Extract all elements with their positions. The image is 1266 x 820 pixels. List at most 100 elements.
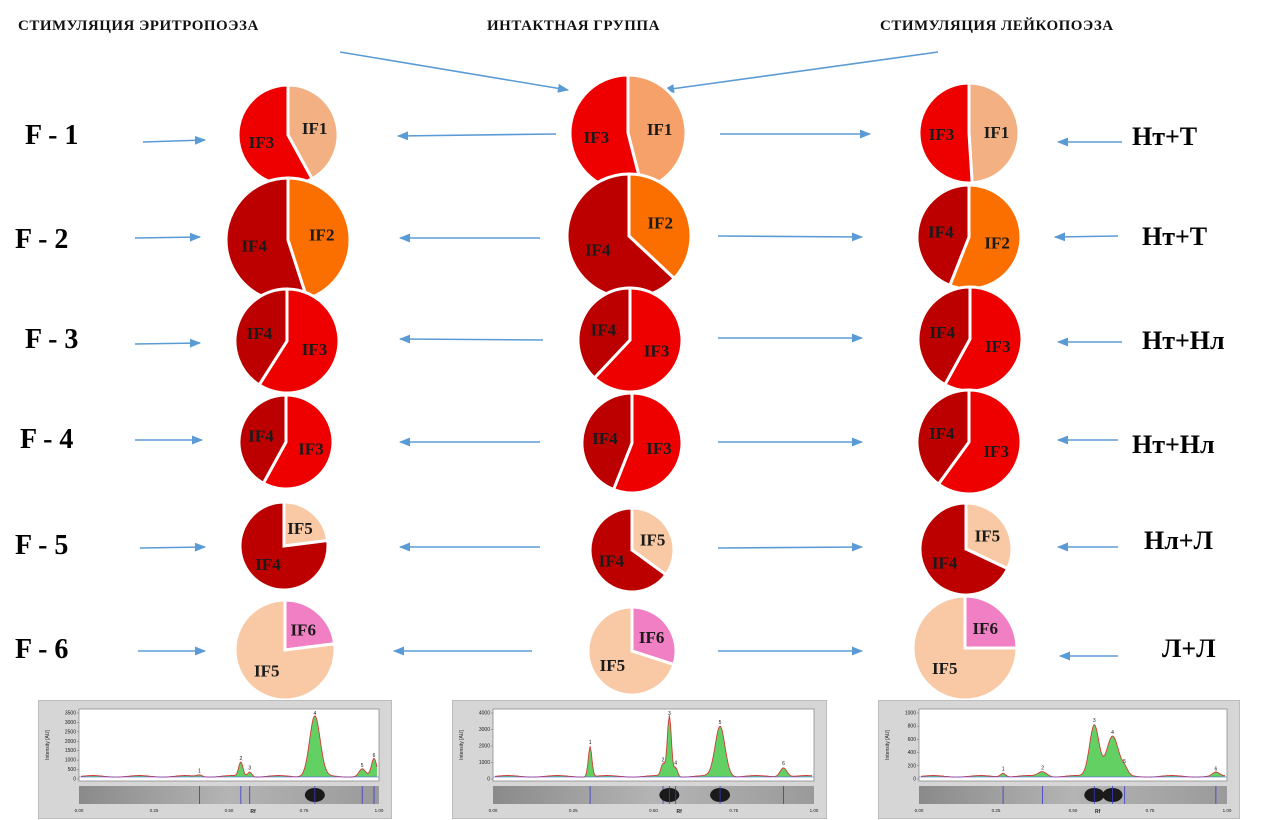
row-label-f2: F - 2	[15, 224, 69, 255]
peak-label: 6	[373, 753, 376, 759]
pie-label-if4: IF4	[248, 427, 274, 446]
pie-label-if4: IF4	[585, 241, 611, 260]
pie-f4-intact: IF3 IF4	[580, 391, 684, 495]
y-tick-label: 0	[73, 777, 76, 783]
arrow	[134, 338, 202, 348]
pie-label-if1: IF1	[647, 120, 673, 139]
pie-slice-if4	[915, 388, 971, 487]
x-tick-label: 0.00	[915, 808, 924, 813]
peak-label: 1	[1002, 767, 1005, 773]
pie-slice-if3	[257, 287, 341, 395]
pie-slice-if5	[586, 605, 676, 697]
densitogram-erythropoiesis: Intensity [AU] 3500 3000 2500 2000 1500 1000 50…	[38, 700, 392, 819]
pie-f1-intact: IF1 IF3	[568, 73, 688, 193]
pie-label-if5: IF5	[600, 656, 626, 675]
pie-slice-if4	[238, 500, 330, 592]
peak-label: 3	[1093, 718, 1096, 724]
plot-area	[492, 708, 815, 782]
peak-area	[81, 715, 377, 778]
peak-label: 6	[782, 761, 785, 767]
header-intact-group: ИНТАКТНАЯ ГРУППА	[487, 18, 660, 34]
y-tick-label: 2000	[65, 739, 76, 745]
y-tick-label: 0	[487, 777, 490, 783]
pie-slice-if5	[282, 500, 330, 548]
pie-f2-leuko: IF2 IF4	[915, 183, 1023, 291]
pie-f5-leuko: IF5 IF4	[918, 501, 1014, 597]
pie-label-if3: IF3	[298, 439, 324, 458]
formula-f3: Нт+Нл	[1142, 326, 1225, 355]
intensity-curve	[920, 724, 1226, 778]
arrow	[717, 542, 864, 552]
pie-label-if5: IF5	[287, 519, 313, 538]
pie-label-if3: IF3	[644, 342, 670, 361]
x-axis-label: Rf	[677, 809, 683, 815]
pie-slice-if2	[627, 172, 693, 281]
pie-slice-if4	[580, 391, 634, 492]
pie-slice-if4	[916, 285, 972, 387]
pie-slice-if3	[261, 393, 335, 491]
pie-slice-if4	[233, 287, 289, 387]
header-erythropoiesis: СТИМУЛЯЦИЯ ЭРИТРОПОЭЗА	[18, 18, 259, 34]
formula-f5: Нл+Л	[1144, 526, 1213, 555]
arrow	[139, 542, 207, 552]
pie-label-if2: IF2	[648, 214, 674, 233]
formula-f1: Нт+Т	[1132, 122, 1198, 151]
row-label-f1: F - 1	[25, 120, 79, 151]
pie-slice-if5	[233, 598, 337, 700]
tlc-track-image	[79, 786, 379, 804]
intensity-curve	[80, 715, 378, 778]
pie-label-if5: IF5	[975, 526, 1001, 545]
y-tick-label: 600	[908, 737, 917, 743]
pie-label-if1: IF1	[984, 123, 1010, 142]
pie-label-if6: IF6	[290, 620, 316, 639]
y-tick-label: 1000	[905, 711, 916, 717]
pie-label-if4: IF4	[928, 223, 954, 242]
pie-f5-intact: IF5 IF4	[588, 506, 676, 594]
y-axis-label: Intensity [AU]	[45, 730, 51, 760]
pie-label-if3: IF3	[983, 442, 1009, 461]
pie-label-if5: IF5	[254, 662, 280, 681]
pie-slice-if4	[237, 393, 288, 486]
pie-label-if3: IF3	[584, 128, 610, 147]
y-tick-label: 400	[908, 750, 917, 756]
pie-label-if4: IF4	[930, 323, 956, 342]
plot-area	[78, 708, 380, 782]
pie-slice-if6	[630, 605, 678, 667]
y-axis-label: Intensity [AU]	[885, 730, 891, 760]
y-tick-label: 1000	[479, 760, 490, 766]
pie-f2-ery: IF2 IF4	[224, 176, 352, 304]
densitogram-intact: Intensity [AU] 4000 3000 2000 1000 0 1 2 3 4 5 6 0.0…	[452, 700, 827, 819]
pie-slice-if4	[588, 506, 669, 594]
x-axis-label: Rf	[1095, 809, 1101, 815]
arrow	[339, 51, 570, 93]
pie-label-if3: IF3	[929, 125, 955, 144]
row-label-f5: F - 5	[15, 530, 69, 561]
pie-label-if3: IF3	[985, 337, 1011, 356]
peak-label: 4	[674, 761, 677, 767]
x-tick-label: 0.75	[729, 808, 738, 813]
x-tick-label: 0.75	[1146, 808, 1155, 813]
pie-f3-leuko: IF3 IF4	[916, 285, 1024, 393]
pie-label-if2: IF2	[984, 233, 1010, 252]
row-label-f4: F - 4	[20, 424, 74, 455]
peak-label: 4	[1111, 730, 1114, 736]
pie-label-if4: IF4	[599, 552, 625, 571]
x-tick-label: 0.50	[649, 808, 658, 813]
formula-f2: Нт+Т	[1142, 222, 1208, 251]
pie-label-if4: IF4	[929, 424, 955, 443]
pie-slice-if3	[936, 388, 1023, 496]
y-tick-label: 3000	[479, 727, 490, 733]
header-leukopoiesis: СТИМУЛЯЦИЯ ЛЕЙКОПОЭЗА	[880, 18, 1114, 34]
pie-label-if5: IF5	[640, 531, 666, 550]
pie-label-if6: IF6	[972, 619, 998, 638]
pie-label-if6: IF6	[639, 628, 665, 647]
x-tick-label: 0.50	[1069, 808, 1078, 813]
formula-f4: Нт+Нл	[1132, 430, 1215, 459]
y-tick-label: 500	[68, 767, 77, 773]
arrow	[662, 51, 939, 94]
arrow	[396, 131, 557, 141]
x-tick-label: 0.00	[75, 808, 84, 813]
peak-label: 3	[668, 711, 671, 717]
pie-label-if4: IF4	[592, 429, 618, 448]
